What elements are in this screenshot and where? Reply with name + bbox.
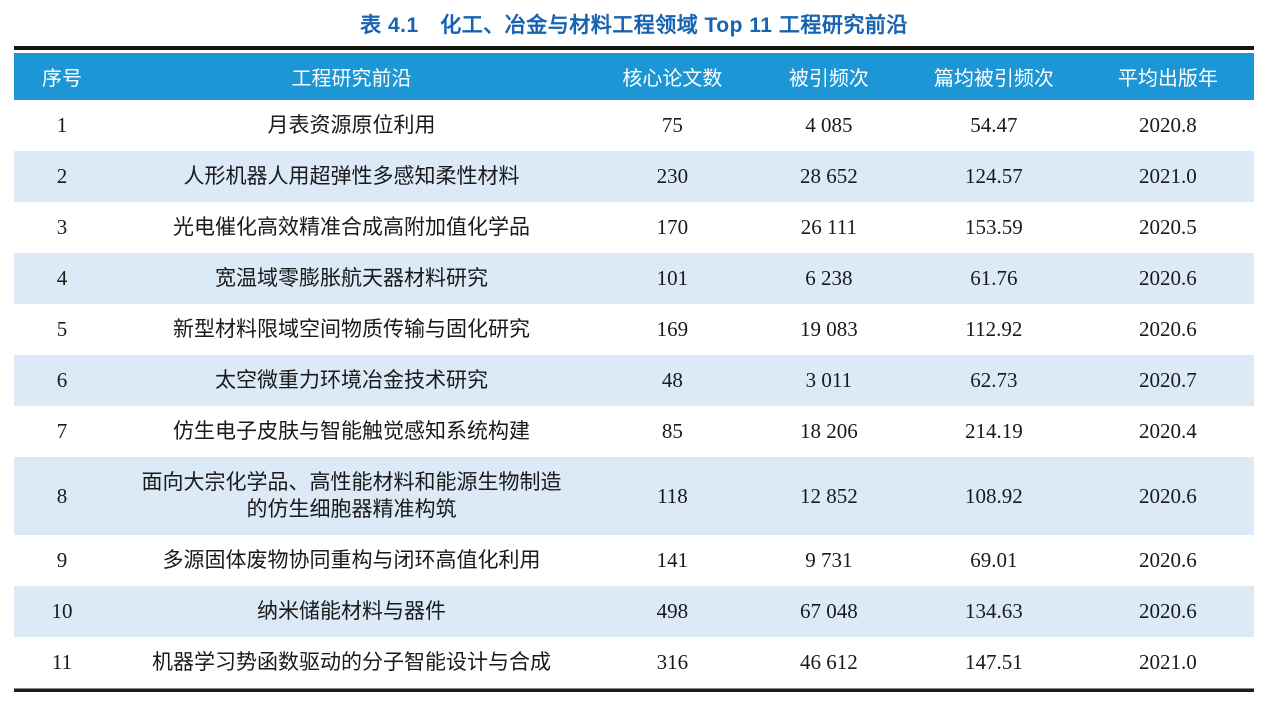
column-header-no: 序号	[14, 53, 110, 100]
cell-papers: 170	[656, 215, 689, 239]
cell-citations: 18 206	[800, 419, 858, 443]
cell-cpp: 62.73	[905, 355, 1082, 406]
cell-cpp: 147.51	[965, 650, 1023, 674]
table-row: 2 人形机器人用超弹性多感知柔性材料 230 28 652 124.57 2021.0	[14, 151, 1254, 202]
table-row: 7 仿生电子皮肤与智能触觉感知系统构建 85 18 206 214.19 2020.4	[14, 406, 1254, 457]
cell-year: 2021.0	[1139, 650, 1197, 674]
cell-front: 光电催化高效精准合成高附加值化学品	[172, 215, 530, 239]
cell-citations: 28 652	[751, 151, 906, 202]
cell-year: 2020.6	[1081, 253, 1254, 304]
cell-front: 人形机器人用超弹性多感知柔性材料	[109, 151, 593, 202]
table-container: 序号 工程研究前沿 核心论文数 被引频次 篇均被引频次 平均出版年 1 月表资源原…	[14, 46, 1254, 692]
column-header-papers: 核心论文数	[592, 53, 752, 100]
cell-front: 仿生电子皮肤与智能触觉感知系统构建	[172, 419, 530, 443]
cell-year: 2021.0	[1081, 151, 1254, 202]
research-fronts-table: 序号 工程研究前沿 核心论文数 被引频次 篇均被引频次 平均出版年 1 月表资源原…	[14, 53, 1254, 688]
column-header-front: 工程研究前沿	[109, 53, 593, 100]
cell-papers: 101	[592, 253, 752, 304]
cell-front: 月表资源原位利用	[267, 113, 436, 137]
cell-no: 5	[56, 317, 68, 341]
cell-citations: 46 612	[800, 650, 858, 674]
table-top-rule	[14, 46, 1254, 50]
table-row: 6 太空微重力环境冶金技术研究 48 3 011 62.73 2020.7	[14, 355, 1254, 406]
cell-front: 机器学习势函数驱动的分子智能设计与合成	[151, 650, 551, 674]
cell-papers: 85	[661, 419, 683, 443]
cell-front: 太空微重力环境冶金技术研究	[109, 355, 593, 406]
cell-citations: 67 048	[751, 586, 906, 637]
cell-papers: 48	[592, 355, 752, 406]
cell-papers: 316	[656, 650, 689, 674]
column-header-year: 平均出版年	[1081, 53, 1254, 100]
cell-papers: 498	[592, 586, 752, 637]
cell-citations: 12 852	[751, 457, 906, 535]
table-row: 10 纳米储能材料与器件 498 67 048 134.63 2020.6	[14, 586, 1254, 637]
cell-no: 6	[14, 355, 110, 406]
column-header-citations: 被引频次	[751, 53, 906, 100]
cell-year: 2020.6	[1081, 586, 1254, 637]
cell-papers: 230	[592, 151, 752, 202]
cell-year: 2020.5	[1139, 215, 1197, 239]
cell-year: 2020.8	[1139, 113, 1197, 137]
table-row: 8 面向大宗化学品、高性能材料和能源生物制造的仿生细胞器精准构筑 118 12 852…	[14, 457, 1254, 535]
cell-no: 9	[56, 548, 68, 572]
column-header-cpp: 篇均被引频次	[905, 53, 1082, 100]
cell-citations: 19 083	[800, 317, 858, 341]
table-body: 1 月表资源原位利用 75 4 085 54.47 2020.8 2 人形机器人用超弹性多感知…	[14, 100, 1254, 688]
table-title: 表 4.1 化工、冶金与材料工程领域 Top 11 工程研究前沿	[360, 14, 908, 37]
cell-no: 4	[14, 253, 110, 304]
cell-no: 10	[14, 586, 110, 637]
cell-citations: 3 011	[751, 355, 906, 406]
cell-papers: 141	[656, 548, 689, 572]
cell-no: 2	[14, 151, 110, 202]
table-row: 1 月表资源原位利用 75 4 085 54.47 2020.8	[14, 100, 1254, 151]
cell-cpp: 124.57	[905, 151, 1082, 202]
cell-front: 宽温域零膨胀航天器材料研究	[109, 253, 593, 304]
cell-citations: 4 085	[805, 113, 853, 137]
table-row: 4 宽温域零膨胀航天器材料研究 101 6 238 61.76 2020.6	[14, 253, 1254, 304]
cell-year: 2020.7	[1081, 355, 1254, 406]
cell-cpp: 153.59	[965, 215, 1023, 239]
table-row: 3 光电催化高效精准合成高附加值化学品 170 26 111 153.59 2020.5	[14, 202, 1254, 253]
cell-cpp: 54.47	[970, 113, 1018, 137]
cell-cpp: 69.01	[970, 548, 1018, 572]
cell-front: 面向大宗化学品、高性能材料和能源生物制造的仿生细胞器精准构筑	[109, 457, 593, 535]
cell-cpp: 112.92	[965, 317, 1023, 341]
cell-no: 11	[51, 650, 73, 674]
table-row: 11 机器学习势函数驱动的分子智能设计与合成 316 46 612 147.51 2021…	[14, 637, 1254, 688]
table-row: 5 新型材料限域空间物质传输与固化研究 169 19 083 112.92 2020.6	[14, 304, 1254, 355]
cell-cpp: 108.92	[905, 457, 1082, 535]
cell-year: 2020.6	[1139, 317, 1197, 341]
cell-no: 1	[56, 113, 68, 137]
cell-year: 2020.4	[1139, 419, 1197, 443]
cell-papers: 75	[661, 113, 683, 137]
cell-front: 多源固体废物协同重构与闭环高值化利用	[162, 548, 541, 572]
cell-papers: 169	[656, 317, 689, 341]
cell-citations: 6 238	[751, 253, 906, 304]
cell-citations: 26 111	[800, 215, 857, 239]
cell-citations: 9 731	[805, 548, 853, 572]
table-row: 9 多源固体废物协同重构与闭环高值化利用 141 9 731 69.01 2020.6	[14, 535, 1254, 586]
cell-year: 2020.6	[1139, 548, 1197, 572]
cell-papers: 118	[592, 457, 752, 535]
cell-no: 3	[56, 215, 68, 239]
cell-no: 7	[56, 419, 68, 443]
cell-cpp: 61.76	[905, 253, 1082, 304]
table-bottom-rule	[14, 688, 1254, 692]
cell-year: 2020.6	[1081, 457, 1254, 535]
cell-front: 新型材料限域空间物质传输与固化研究	[172, 317, 530, 341]
cell-cpp: 214.19	[965, 419, 1023, 443]
cell-no: 8	[14, 457, 110, 535]
cell-cpp: 134.63	[905, 586, 1082, 637]
table-header-row: 序号 工程研究前沿 核心论文数 被引频次 篇均被引频次 平均出版年	[14, 53, 1254, 100]
cell-front: 纳米储能材料与器件	[109, 586, 593, 637]
